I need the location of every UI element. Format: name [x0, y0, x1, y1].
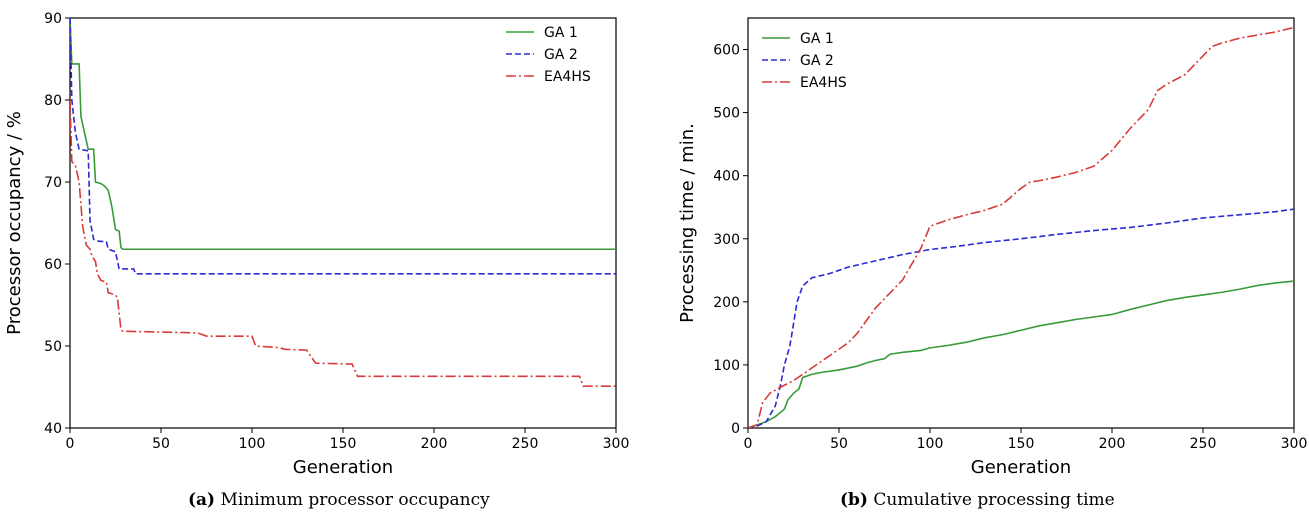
caption-a: (a) Minimum processor occupancy — [188, 490, 490, 510]
series-line-ea4hs — [748, 26, 1294, 428]
x-tick-label: 200 — [421, 436, 448, 452]
x-tick-label: 300 — [1281, 436, 1308, 452]
x-tick-label: 150 — [330, 436, 357, 452]
x-tick-label: 100 — [917, 436, 944, 452]
x-tick-label: 300 — [603, 436, 630, 452]
x-tick-label: 250 — [512, 436, 539, 452]
y-tick-label: 0 — [731, 421, 740, 437]
y-tick-label: 90 — [44, 11, 62, 27]
legend-label: GA 2 — [800, 53, 834, 69]
x-tick-label: 0 — [66, 436, 75, 452]
chart-processing-time: 0 50 100 150 200 250 300 0 100 200 300 400 500 600 Gen… — [677, 17, 1308, 478]
chart-processor-occupancy: 0 50 100 150 200 250 300 40 50 60 70 80 90 Generation… — [4, 11, 629, 478]
y-tick-label: 50 — [44, 339, 62, 355]
x-tick-label: 150 — [1008, 436, 1035, 452]
legend-label: EA4HS — [800, 75, 847, 91]
plot-frame — [69, 17, 617, 429]
x-axis-label: Generation — [293, 457, 393, 478]
y-tick-label: 500 — [713, 106, 740, 122]
caption-a-tag: (a) — [188, 490, 216, 510]
x-tick-label: 50 — [830, 436, 848, 452]
legend-label: GA 1 — [800, 31, 834, 47]
y-axis-label: Processing time / min. — [677, 123, 698, 323]
x-axis-label: Generation — [971, 457, 1071, 478]
series-line-ga-2 — [748, 208, 1294, 428]
caption-b-tag: (b) — [840, 490, 868, 510]
x-tick-label: 50 — [152, 436, 170, 452]
y-tick-label: 300 — [713, 232, 740, 248]
y-tick-label: 80 — [44, 93, 62, 109]
y-tick-label: 100 — [713, 358, 740, 374]
legend-label: GA 2 — [544, 47, 578, 63]
series-line-ea4hs — [70, 99, 616, 387]
series-line-ga-1 — [748, 280, 1294, 428]
caption-a-text: Minimum processor occupancy — [220, 490, 490, 510]
y-tick-label: 600 — [713, 43, 740, 59]
y-tick-label: 40 — [44, 421, 62, 437]
y-axis-label: Processor occupancy / % — [4, 111, 25, 335]
series-line-ga-2 — [70, 18, 616, 275]
y-tick-label: 60 — [44, 257, 62, 273]
caption-b-text: Cumulative processing time — [873, 490, 1115, 510]
x-tick-label: 0 — [744, 436, 753, 452]
y-tick-label: 400 — [713, 169, 740, 185]
x-tick-label: 100 — [239, 436, 266, 452]
series-line-ga-1 — [70, 18, 616, 251]
x-tick-label: 250 — [1190, 436, 1217, 452]
caption-b: (b) Cumulative processing time — [840, 490, 1115, 510]
x-tick-label: 200 — [1099, 436, 1126, 452]
legend-label: GA 1 — [544, 25, 578, 41]
legend-label: EA4HS — [544, 69, 591, 85]
y-tick-label: 200 — [713, 295, 740, 311]
y-tick-label: 70 — [44, 175, 62, 191]
